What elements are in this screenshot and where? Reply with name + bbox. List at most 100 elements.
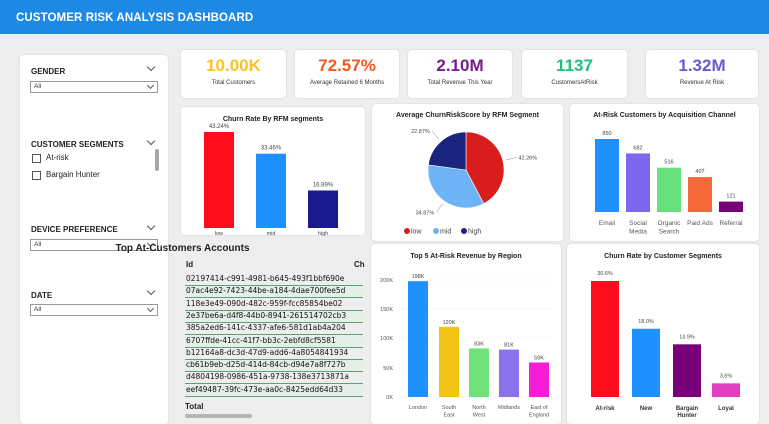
bar-channel (626, 153, 650, 212)
y-tick-label: 150K (380, 307, 393, 313)
table-row[interactable]: 07ac4e92-7423-44be-a184-4dae700fee5d (185, 286, 363, 299)
checkbox[interactable] (32, 171, 41, 180)
data-label: 22.87% (411, 129, 430, 135)
chart-title: At-Risk Customers by Acquisition Channel (593, 112, 736, 119)
data-label: 16.89% (313, 183, 334, 189)
leader-line (431, 130, 440, 140)
column-header-ch[interactable]: Ch (354, 260, 365, 269)
date-dropdown[interactable]: All (30, 304, 158, 316)
kpi-label: Total Revenue This Year (427, 80, 493, 86)
gender-dropdown-value: All (34, 83, 42, 90)
table-row[interactable]: 118e3e49-090d-482c-959f-fcc85854be02 (185, 299, 363, 311)
x-tick-label: low (215, 231, 223, 237)
chevron-down-icon[interactable] (146, 286, 156, 296)
table-row[interactable]: cb61b9eb-d25d-414d-84cb-d94e7a8f727b (185, 360, 363, 373)
table-row[interactable]: b12164a8-dc3d-47d9-add6-4a8054841934 (185, 348, 363, 360)
kpi-label: Revenue At Risk (679, 80, 725, 86)
legend-label: high (468, 229, 481, 236)
bar-low (204, 132, 234, 228)
kpi-card-total-revenue: 2.10M Total Revenue This Year (408, 50, 512, 98)
dashboard-header: CUSTOMER RISK ANALYSIS DASHBOARD (0, 0, 769, 34)
chevron-down-icon[interactable] (146, 136, 156, 146)
table-row[interactable]: eef49487-39fc-473e-aa0c-8425edd64d33 (185, 384, 363, 397)
x-tick-label: West (473, 413, 486, 419)
x-tick-label: Email (599, 220, 616, 227)
kpi-value: 10.00K (206, 56, 261, 75)
x-tick-label: At-risk (595, 406, 615, 412)
kpi-value: 72.57% (318, 56, 376, 75)
device-slicer-title: DEVICE PREFERENCE (31, 225, 118, 234)
pie-slice-low (465, 131, 505, 205)
acq-channel-chart: 850 Email 682 Social Media 516 Organic Search 40… (595, 131, 743, 236)
x-tick-label: mid (267, 231, 276, 237)
kpi-label: Total Customers (211, 80, 256, 86)
x-tick-label: Paid Ads (687, 220, 713, 227)
table-row[interactable]: d4804198-0986-451a-9738-138e3713871a (185, 372, 363, 385)
chart-title: Churn Rate By RFM segments (222, 116, 324, 123)
accounts-table-title: Top At-Customers Accounts (115, 243, 250, 254)
bar-mid (256, 153, 286, 228)
segments-scrollbar[interactable] (155, 149, 159, 171)
table-row[interactable]: 385a2ed6-141c-4337-afe6-581d1ab4a204 (185, 323, 363, 336)
chart-title: Top 5 At-Risk Revenue by Region (410, 253, 522, 260)
chart-title: Average ChurnRiskScore by RFM Segment (396, 112, 539, 119)
bar-region (469, 348, 489, 397)
table-total-label: Total (185, 402, 204, 411)
rfm-churn-chart: 43.24% low 33.46% mid 16.89% high (204, 124, 338, 237)
region-revenue-chart: 200K 150K 100K 50K 0K 198K London 120K South East… (380, 274, 553, 419)
data-label: 30.6% (597, 271, 613, 277)
data-label: 198K (412, 274, 425, 280)
checkbox[interactable] (32, 154, 41, 163)
data-label: 407 (695, 169, 704, 175)
chart-title: Churn Rate by Customer Segments (604, 253, 722, 260)
device-dropdown[interactable]: All (30, 239, 158, 251)
kpi-card-revenue-at-risk: 1.32M Revenue At Risk (646, 50, 758, 98)
data-label: 83K (474, 341, 484, 347)
segment-option-label: At-risk (46, 153, 69, 162)
data-label: 81K (504, 343, 514, 349)
segments-slicer-title: CUSTOMER SEGMENTS (31, 140, 124, 149)
x-tick-label: East of (530, 405, 548, 411)
segment-option-label: Bargain Hunter (46, 170, 100, 179)
gender-dropdown[interactable]: All (30, 81, 158, 93)
data-label: 42.26% (518, 155, 537, 161)
legend-marker (433, 228, 439, 234)
x-tick-label: Referral (719, 220, 743, 227)
x-tick-label: Search (659, 229, 680, 236)
x-tick-label: North (472, 405, 485, 411)
table-horizontal-scrollbar[interactable] (185, 414, 252, 418)
data-label: 121 (726, 194, 735, 200)
table-row[interactable]: 2e37be6a-d4f8-44b0-8941-261514702cb3 (185, 310, 363, 323)
chart-card-region: Top 5 At-Risk Revenue by Region 200K 150K… (371, 244, 561, 424)
legend-marker (461, 228, 467, 234)
data-label: 59K (534, 355, 544, 361)
dashboard-title: CUSTOMER RISK ANALYSIS DASHBOARD (16, 12, 254, 24)
y-tick-label: 200K (380, 278, 393, 284)
x-tick-label: Organic (658, 220, 682, 227)
table-row[interactable]: 6707ffde-41cc-41f7-bb3c-2ebfd8cf5581 (185, 335, 363, 348)
table-row[interactable]: 02197414-c991-4981-b645-493f1bbf690e (185, 274, 363, 286)
leader-line (505, 157, 517, 161)
x-tick-label: London (409, 405, 427, 411)
data-label: 18.0% (638, 319, 654, 325)
bar-region (439, 326, 459, 397)
x-tick-label: Social (629, 220, 647, 227)
bar-channel (595, 139, 619, 212)
data-label: 3.6% (720, 373, 733, 379)
column-header-id[interactable]: Id (186, 260, 194, 269)
date-dropdown-value: All (34, 306, 42, 313)
data-label: 516 (664, 160, 673, 166)
bar-segment (632, 328, 660, 397)
kpi-card-customers-at-risk: 1137 CustomersAtRisk (522, 50, 627, 98)
kpi-label: CustomersAtRisk (551, 80, 598, 86)
bar-channel (688, 177, 712, 212)
y-tick-label: 0K (386, 395, 393, 401)
data-label: 43.24% (209, 124, 230, 130)
chevron-down-icon[interactable] (146, 221, 156, 231)
chevron-down-icon[interactable] (146, 62, 156, 72)
pie-slice-high (428, 131, 467, 171)
bar-high (308, 190, 338, 228)
accounts-table-header: Id Ch (185, 259, 368, 271)
bar-segment (673, 344, 701, 397)
